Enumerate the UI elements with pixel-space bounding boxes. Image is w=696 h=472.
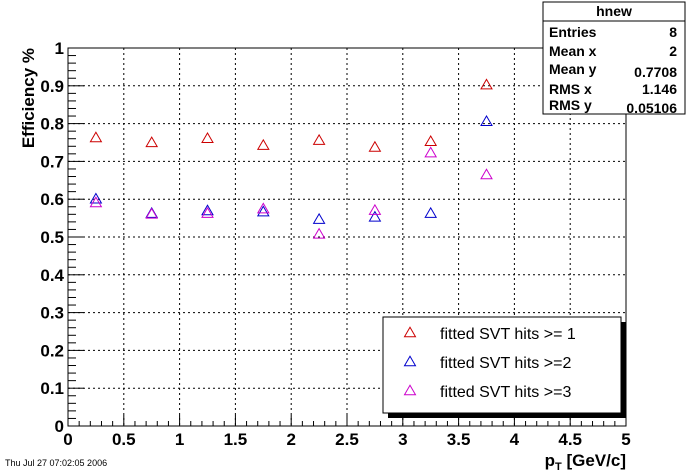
legend-label-series-2: fitted SVT hits >=2	[440, 355, 571, 372]
stats-label-rms-x: RMS x	[549, 81, 592, 97]
data-point-series-1	[312, 133, 326, 145]
x-tick-label: 4.5	[558, 430, 582, 449]
x-axis-title-units: [GeV/c]	[566, 451, 626, 470]
tick-labels: 0 0.5 1 1.5 2 2.5 3 3.5 4 4.5 5 0 0.1 0.2 0.3 0.4 0.5 0.6…	[40, 39, 630, 449]
data-point-series-1	[145, 136, 159, 148]
data-point-series-3	[256, 202, 270, 214]
y-tick-label: 0.6	[40, 190, 64, 209]
stats-label-rms-y: RMS y	[549, 97, 592, 113]
x-tick-label: 2	[286, 430, 295, 449]
data-point-series-2	[312, 212, 326, 224]
data-point-series-3	[424, 146, 438, 158]
x-tick-label: 3.5	[447, 430, 471, 449]
x-tick-label: 0	[63, 430, 72, 449]
legend-marker-series-3	[403, 384, 417, 396]
data-point-series-3	[201, 206, 214, 218]
data-point-series-1	[424, 135, 438, 147]
data-point-series-1	[368, 140, 382, 152]
y-tick-label: 0.5	[40, 228, 64, 247]
data-point-series-3	[145, 207, 159, 219]
x-tick-label: 2.5	[335, 430, 359, 449]
x-axis-title-subscript: T	[555, 461, 562, 472]
stats-title: hnew	[596, 3, 632, 19]
stats-box: hnew Entries 8 Mean x 2 Mean y 0.7708 RM…	[542, 1, 686, 116]
stats-value-entries: 8	[669, 24, 677, 40]
x-tick-label: 4	[510, 430, 520, 449]
x-tick-label: 1	[175, 430, 184, 449]
data-point-series-1	[256, 138, 270, 150]
data-points	[89, 78, 493, 239]
data-point-series-3	[312, 227, 326, 239]
timestamp: Thu Jul 27 07:02:05 2006	[5, 458, 107, 468]
x-tick-label: 5	[621, 430, 630, 449]
y-tick-label: 0.9	[40, 77, 64, 96]
data-point-series-3	[480, 168, 493, 180]
legend-box	[382, 316, 622, 414]
y-tick-label: 0.1	[40, 379, 64, 398]
data-point-series-2	[424, 206, 438, 218]
x-tick-label: 0.5	[112, 430, 136, 449]
data-point-series-2	[201, 204, 214, 216]
y-tick-label: 0.7	[40, 152, 64, 171]
data-point-series-3	[368, 203, 382, 215]
data-point-series-2	[256, 205, 270, 217]
stats-value-rms-y: 0.05106	[626, 100, 677, 116]
x-tick-label: 3	[398, 430, 407, 449]
data-point-series-1	[89, 131, 103, 143]
y-tick-label: 0.8	[40, 115, 64, 134]
x-axis-title: pT [GeV/c]	[545, 451, 626, 472]
data-point-series-2	[368, 210, 382, 222]
stats-value-mean-x: 2	[669, 43, 677, 59]
data-point-series-3	[89, 196, 103, 208]
legend-marker-series-1	[403, 326, 417, 338]
axis-ticks	[67, 47, 627, 427]
y-axis-title: Efficiency %	[19, 48, 38, 148]
stats-label-entries: Entries	[549, 24, 597, 40]
legend-label-series-3: fitted SVT hits >=3	[440, 384, 571, 401]
data-point-series-2	[89, 192, 103, 204]
data-point-series-1	[480, 78, 493, 90]
y-tick-label: 1	[55, 39, 64, 58]
data-point-series-2	[480, 115, 493, 127]
legend: fitted SVT hits >= 1 fitted SVT hits >=2 f…	[382, 316, 626, 418]
data-point-series-1	[201, 132, 214, 144]
stats-value-mean-y: 0.7708	[634, 64, 677, 80]
legend-label-series-1: fitted SVT hits >= 1	[440, 326, 576, 343]
stats-label-mean-y: Mean y	[549, 61, 597, 77]
y-tick-label: 0.2	[40, 341, 64, 360]
stats-label-mean-x: Mean x	[549, 43, 597, 59]
x-axis-title-prefix: p	[545, 451, 555, 470]
legend-marker-series-2	[403, 355, 417, 367]
y-tick-label: 0.4	[40, 266, 64, 285]
y-tick-label: 0.3	[40, 304, 64, 323]
x-tick-label: 1.5	[224, 430, 248, 449]
y-tick-label: 0	[55, 417, 64, 436]
stats-value-rms-x: 1.146	[642, 81, 677, 97]
